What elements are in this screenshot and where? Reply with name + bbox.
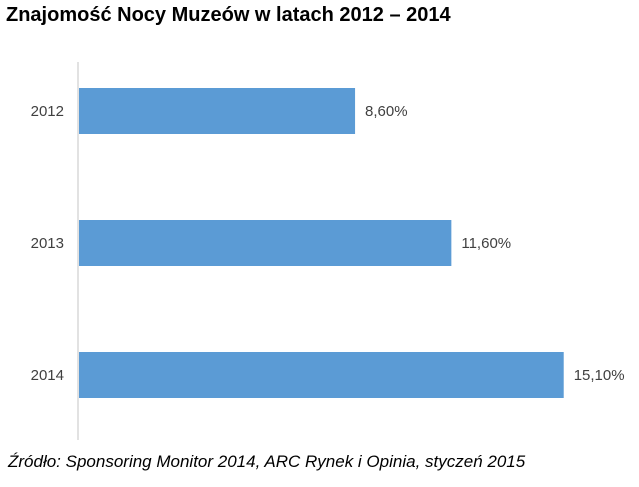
bar-2013: [79, 220, 452, 266]
category-label-2013: 2013: [31, 235, 64, 252]
data-label-2013: 11,60%: [461, 235, 511, 252]
source-note: Źródło: Sponsoring Monitor 2014, ARC Ryn…: [8, 452, 526, 471]
data-label-2014: 15,10%: [574, 367, 625, 384]
chart-title: Znajomość Nocy Muzeów w latach 2012 – 20…: [6, 4, 451, 26]
bar-2014: [79, 352, 564, 398]
category-label-2012: 2012: [31, 103, 64, 120]
category-label-2014: 2014: [31, 367, 64, 384]
bar-2012: [79, 88, 356, 134]
data-label-2012: 8,60%: [365, 103, 408, 120]
